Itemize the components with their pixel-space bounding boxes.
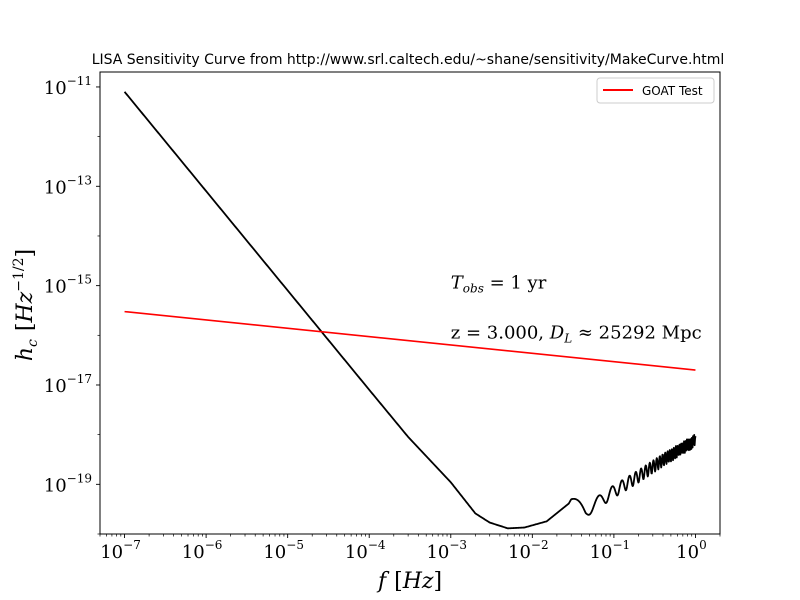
y-axis-label: hc[Hz−1/2] — [11, 249, 41, 361]
annotations-layer: Tobs = 1 yr z = 3.000, DL ≈ 25292 Mpc — [451, 273, 702, 346]
x-tick-label: 10−1 — [590, 538, 631, 563]
x-tick-label: 10−6 — [182, 538, 223, 563]
legend-label-goat: GOAT Test — [642, 84, 703, 98]
y-tick-label: 10−19 — [44, 471, 92, 496]
annotation-redshift-distance: z = 3.000, DL ≈ 25292 Mpc — [451, 322, 702, 345]
x-axis-label: f [Hz] — [376, 569, 442, 594]
series-lisa-sensitivity-line — [123, 91, 697, 530]
x-tick-label: 10−3 — [426, 538, 467, 563]
x-tick-label: 10−2 — [508, 538, 549, 563]
y-axis-unit-exp: −1/2 — [11, 257, 27, 291]
x-tick-label: 10−5 — [263, 538, 304, 563]
y-axis-label-group: hc[Hz−1/2] — [11, 249, 41, 361]
x-tick-label: 100 — [676, 538, 707, 563]
plot-frame — [99, 71, 721, 535]
series-layer — [123, 91, 697, 530]
y-axis-unit: Hz — [13, 291, 38, 323]
chart-title: LISA Sensitivity Curve from http://www.s… — [92, 52, 725, 68]
plot-area — [100, 72, 720, 534]
y-tick-label: 10−17 — [44, 372, 92, 397]
y-axis-var: h — [13, 347, 38, 361]
y-tick-label: 10−15 — [44, 273, 92, 298]
legend: GOAT Test — [596, 77, 715, 104]
legend-box — [596, 77, 715, 104]
x-tick-label: 10−7 — [100, 538, 141, 563]
annotation-observation-time: Tobs = 1 yr — [451, 273, 547, 296]
x-tick-label: 10−4 — [345, 538, 386, 563]
y-tick-label: 10−13 — [44, 173, 92, 198]
y-axis-sub: c — [25, 339, 41, 347]
series-goat-test-line — [124, 310, 696, 371]
y-major-ticks: 10−11 10−13 10−15 10−17 10−19 — [44, 74, 100, 496]
x-major-ticks: 10−7 10−6 10−5 10−4 10−3 10−2 10−1 100 — [100, 534, 707, 563]
x-axis-unit: Hz — [402, 569, 434, 594]
y-tick-label: 10−11 — [44, 74, 92, 99]
